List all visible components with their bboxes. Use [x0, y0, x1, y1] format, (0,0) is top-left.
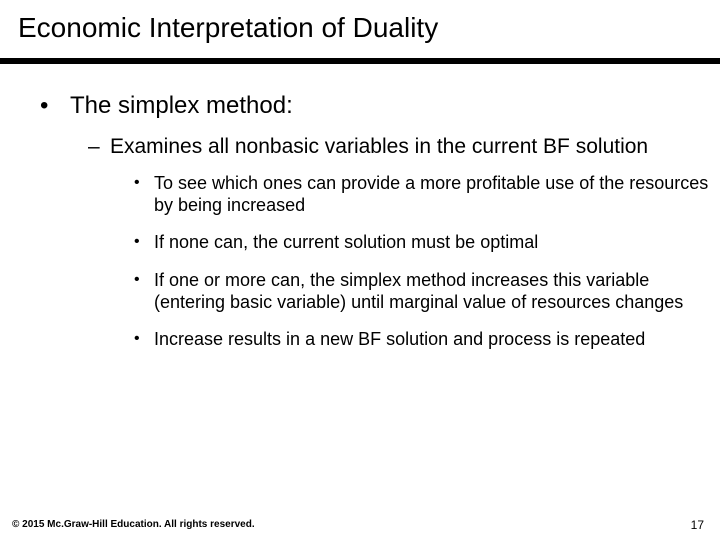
bullet-text: If one or more can, the simplex method i…: [154, 270, 683, 312]
footer: © 2015 Mc.Graw-Hill Education. All right…: [12, 514, 708, 532]
bullet-text: Increase results in a new BF solution an…: [154, 329, 645, 349]
title-area: Economic Interpretation of Duality: [0, 0, 720, 52]
bullet-text: If none can, the current solution must b…: [154, 232, 538, 252]
content-area: The simplex method: Examines all nonbasi…: [0, 64, 720, 351]
bullet-text: The simplex method:: [70, 92, 293, 119]
bullet-list-level1: The simplex method: Examines all nonbasi…: [10, 92, 710, 351]
bullet-item: If none can, the current solution must b…: [134, 232, 710, 254]
bullet-item: Examines all nonbasic variables in the c…: [88, 134, 710, 351]
bullet-item: If one or more can, the simplex method i…: [134, 270, 710, 313]
bullet-list-level3: To see which ones can provide a more pro…: [110, 173, 710, 351]
bullet-list-level2: Examines all nonbasic variables in the c…: [70, 134, 710, 351]
bullet-text: To see which ones can provide a more pro…: [154, 173, 708, 215]
bullet-text: Examines all nonbasic variables in the c…: [110, 135, 648, 158]
copyright-text: © 2015 Mc.Graw-Hill Education. All right…: [12, 519, 255, 530]
page-number: 17: [691, 518, 704, 532]
slide-title: Economic Interpretation of Duality: [18, 12, 702, 44]
bullet-item: To see which ones can provide a more pro…: [134, 173, 710, 216]
bullet-item: The simplex method: Examines all nonbasi…: [40, 92, 710, 351]
bullet-item: Increase results in a new BF solution an…: [134, 329, 710, 351]
